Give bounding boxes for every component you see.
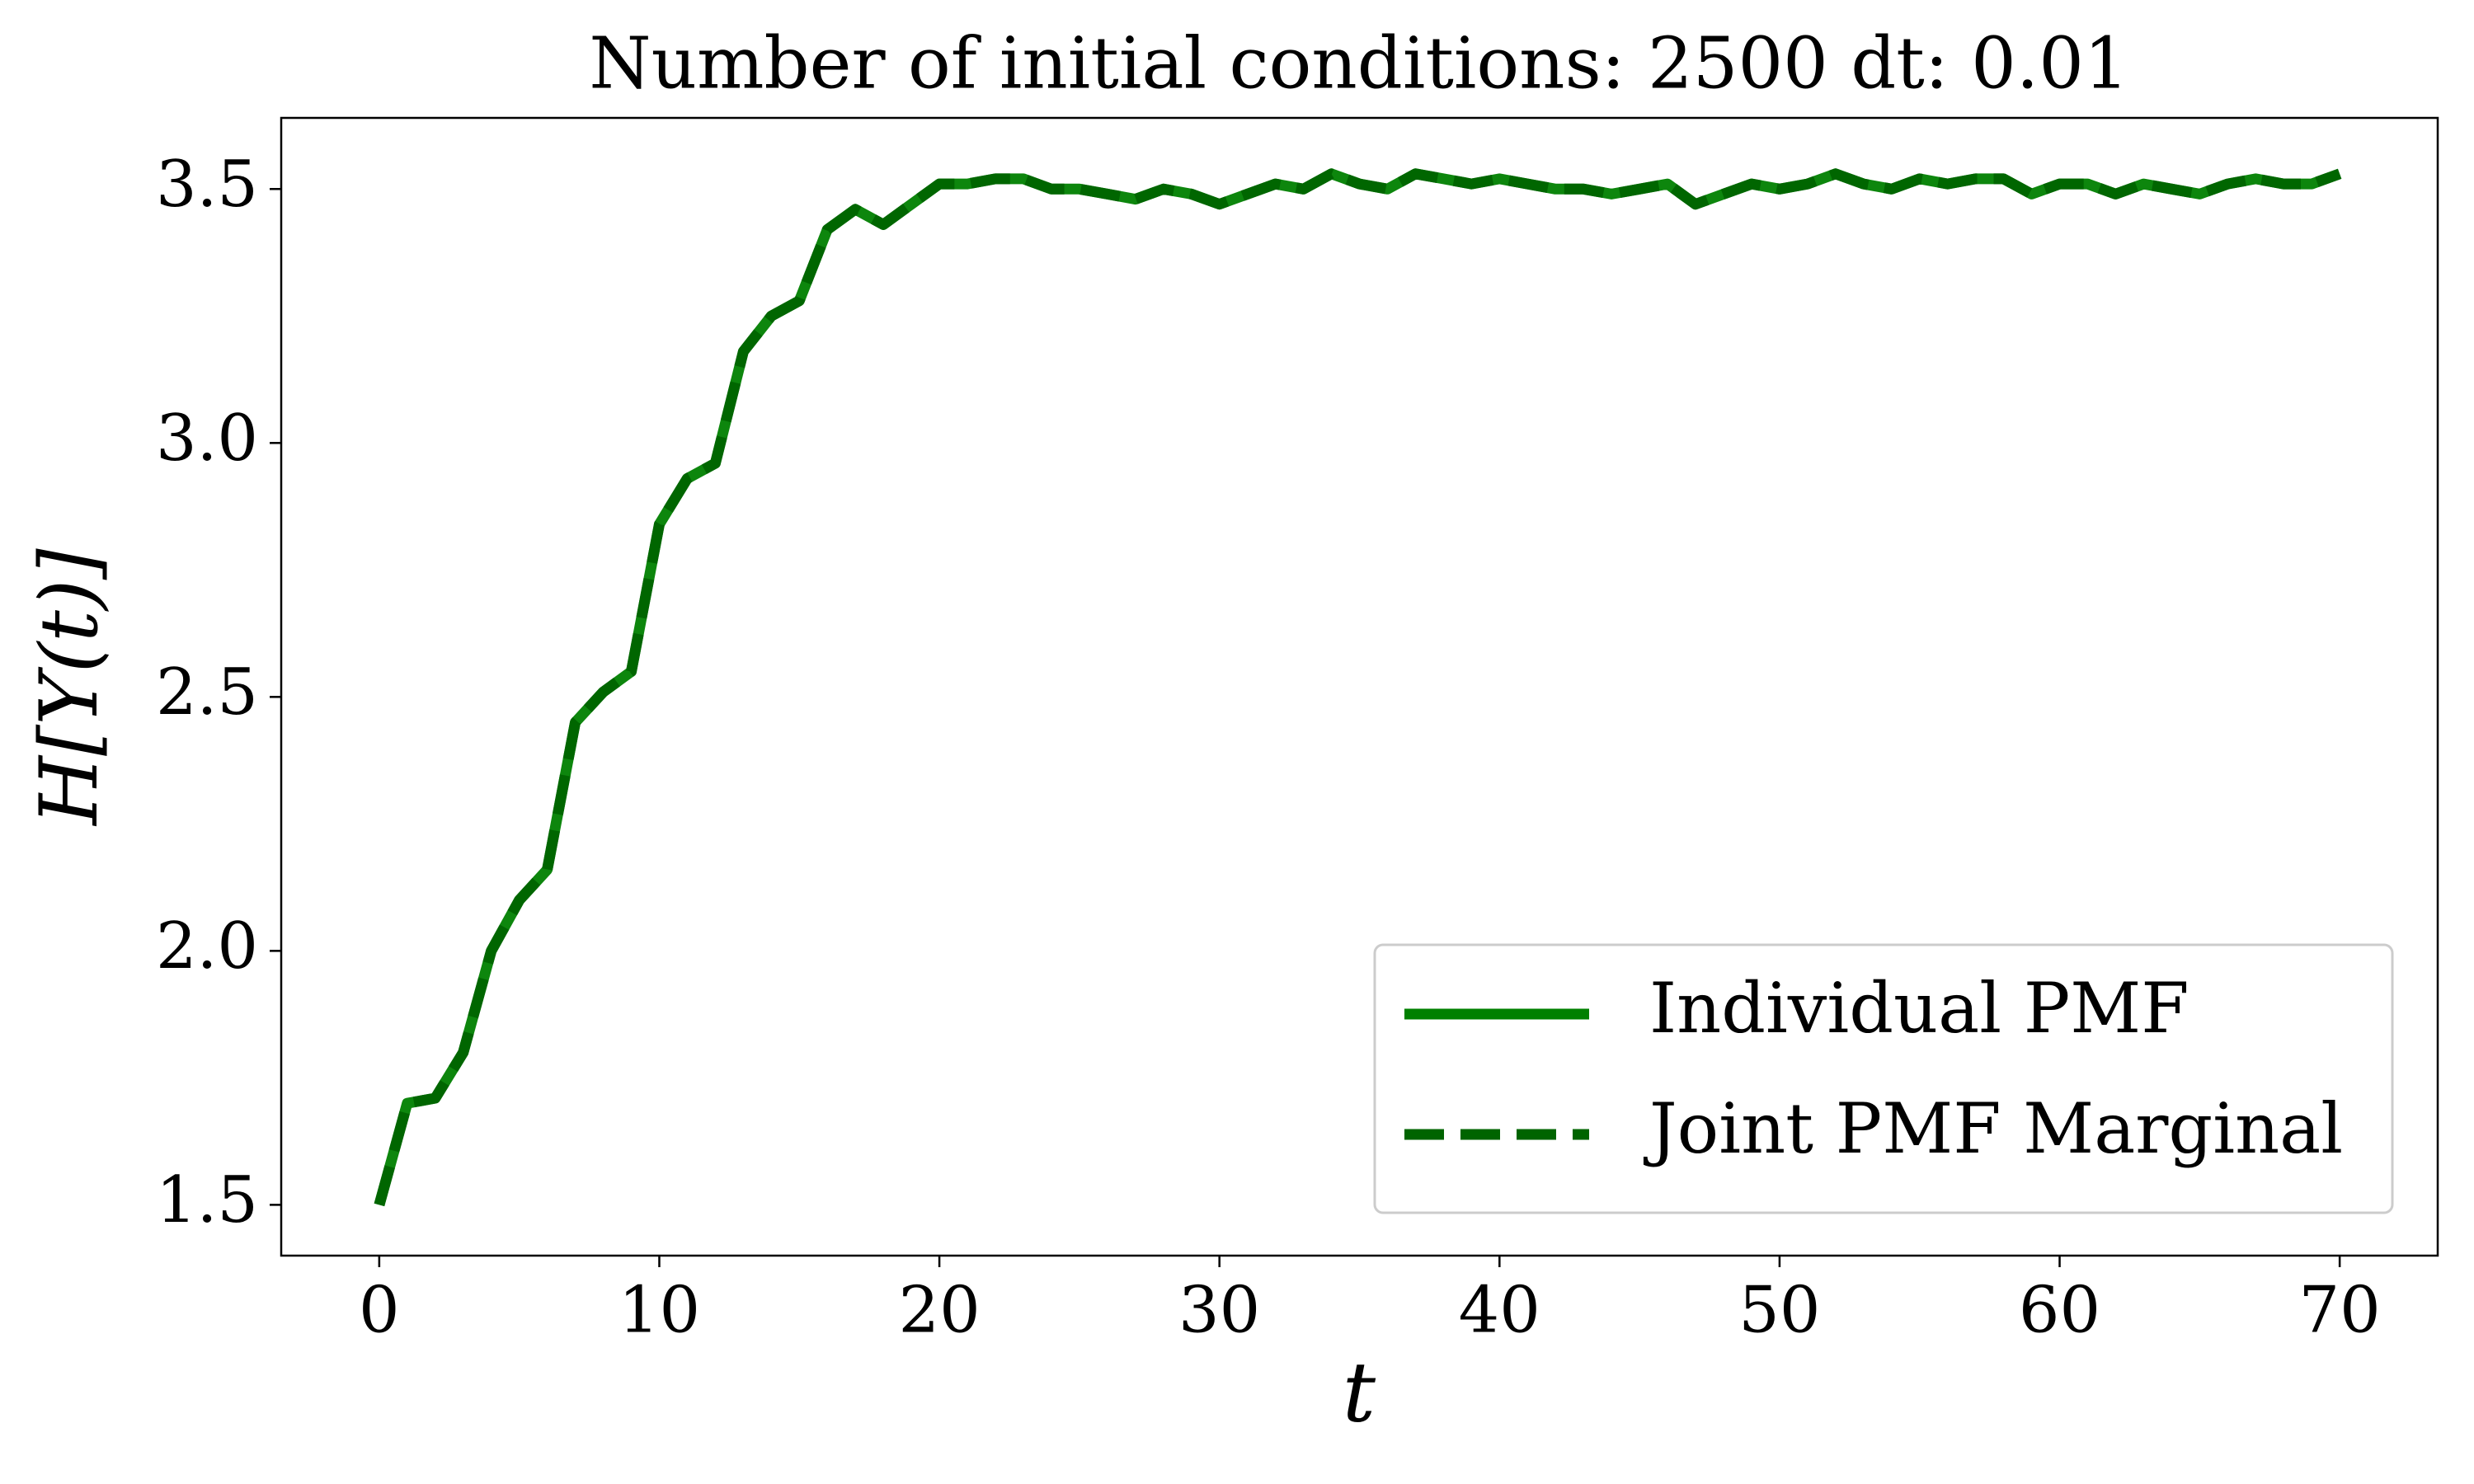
x-tick-label: 10 [618,1274,700,1348]
x-tick-label: 0 [359,1274,400,1348]
x-axis-label: t [1343,1345,1376,1441]
y-tick-label: 2.0 [156,909,258,984]
legend-label: Joint PMF Marginal [1643,1088,2343,1169]
x-tick-label: 70 [2299,1274,2381,1348]
x-tick-label: 30 [1178,1274,1260,1348]
line-series [374,168,2342,1207]
chart-title: Number of initial conditions: 2500 dt: 0… [589,23,2128,106]
y-tick-label: 1.5 [156,1163,258,1237]
x-tick-label: 40 [1459,1274,1540,1348]
y-axis-label: H[Y(t)] [23,548,115,827]
plot-frame [280,116,2439,1257]
y-tick-label: 2.5 [156,655,258,730]
legend-box [1373,943,2394,1214]
y-tick-label: 3.5 [156,148,258,222]
x-tick-label: 60 [2019,1274,2100,1348]
y-tick-label: 3.0 [156,402,258,476]
x-tick-label: 50 [1738,1274,1820,1348]
x-tick-label: 20 [898,1274,980,1348]
legend-label: Individual PMF [1649,968,2189,1049]
